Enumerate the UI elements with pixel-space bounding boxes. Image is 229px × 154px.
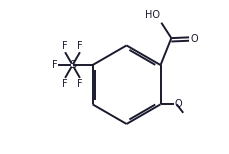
- Text: O: O: [190, 34, 197, 44]
- Text: F: F: [77, 41, 83, 51]
- Text: O: O: [174, 99, 182, 109]
- Text: F: F: [62, 41, 67, 51]
- Text: F: F: [62, 79, 67, 89]
- Text: F: F: [52, 60, 58, 70]
- Text: S: S: [69, 60, 76, 70]
- Text: HO: HO: [144, 10, 159, 20]
- Text: F: F: [77, 79, 83, 89]
